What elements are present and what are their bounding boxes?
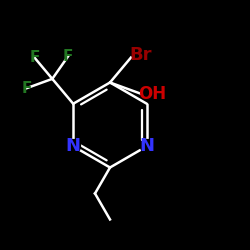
Text: F: F [30, 50, 40, 65]
Text: F: F [63, 49, 73, 64]
Text: N: N [66, 137, 81, 155]
Text: N: N [139, 137, 154, 155]
Text: Br: Br [129, 46, 152, 64]
Text: OH: OH [138, 84, 166, 102]
Text: F: F [21, 81, 32, 96]
